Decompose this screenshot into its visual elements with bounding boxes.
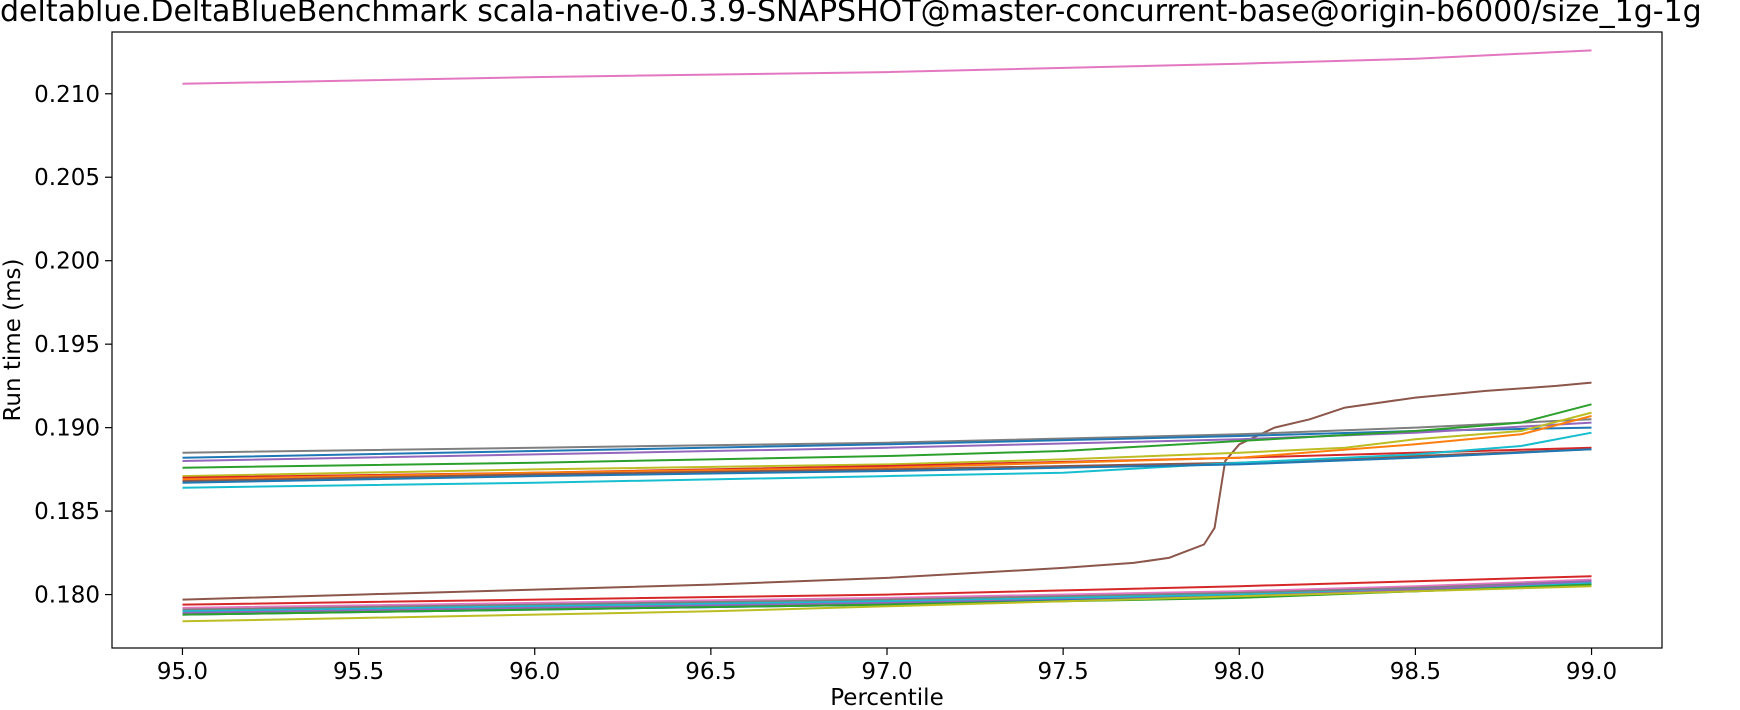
series-line-1: [182, 49, 1592, 85]
series-line-14: [182, 578, 1592, 609]
series-line-3: [182, 418, 1592, 454]
y-tick-label-5: 0.200: [34, 249, 100, 275]
series-line-11: [182, 431, 1592, 489]
y-tick-label-6: 0.205: [34, 165, 100, 191]
y-tick-label-2: 0.185: [34, 499, 100, 525]
y-tick-label-3: 0.190: [34, 416, 100, 442]
y-axis-label: Run time (ms): [0, 258, 26, 421]
x-tick-label-4: 96.5: [685, 659, 736, 685]
series-line-20: [182, 585, 1592, 623]
x-tick-label-2: 95.5: [333, 659, 384, 685]
series-line-2: [182, 381, 1592, 601]
series-line-10: [182, 448, 1592, 483]
series-line-6: [182, 403, 1592, 469]
x-tick-label-9: 99.0: [1566, 659, 1617, 685]
series-line-7: [182, 411, 1592, 478]
y-tick-label-4: 0.195: [34, 332, 100, 358]
series-line-8: [182, 446, 1592, 479]
x-axis-label: Percentile: [830, 685, 943, 710]
x-axis-ticks: 95.0 95.5 96.0 96.5 97.0 97.5 98.0 98.5 99.0: [157, 648, 1617, 685]
series-line-5: [182, 421, 1592, 462]
series-line-15: [182, 580, 1592, 611]
chart-title: deltablue.DeltaBlueBenchmark scala-nativ…: [0, 0, 1702, 29]
x-tick-label-8: 98.5: [1390, 659, 1441, 685]
plot-frame: [111, 31, 1663, 649]
series-line-13: [182, 575, 1592, 606]
y-tick-label-7: 0.210: [34, 82, 100, 108]
x-tick-label-6: 97.5: [1038, 659, 1089, 685]
series-line-9: [182, 415, 1592, 481]
x-tick-label-3: 96.0: [509, 659, 560, 685]
x-tick-label-5: 97.0: [861, 659, 912, 685]
series-layer: [182, 49, 1592, 623]
x-tick-label-1: 95.0: [157, 659, 208, 685]
y-tick-label-1: 0.180: [34, 583, 100, 609]
y-axis-ticks: 0.180 0.185 0.190 0.195 0.200 0.205 0.210: [34, 82, 112, 609]
series-line-12: [182, 448, 1592, 484]
x-tick-label-7: 98.0: [1214, 659, 1265, 685]
